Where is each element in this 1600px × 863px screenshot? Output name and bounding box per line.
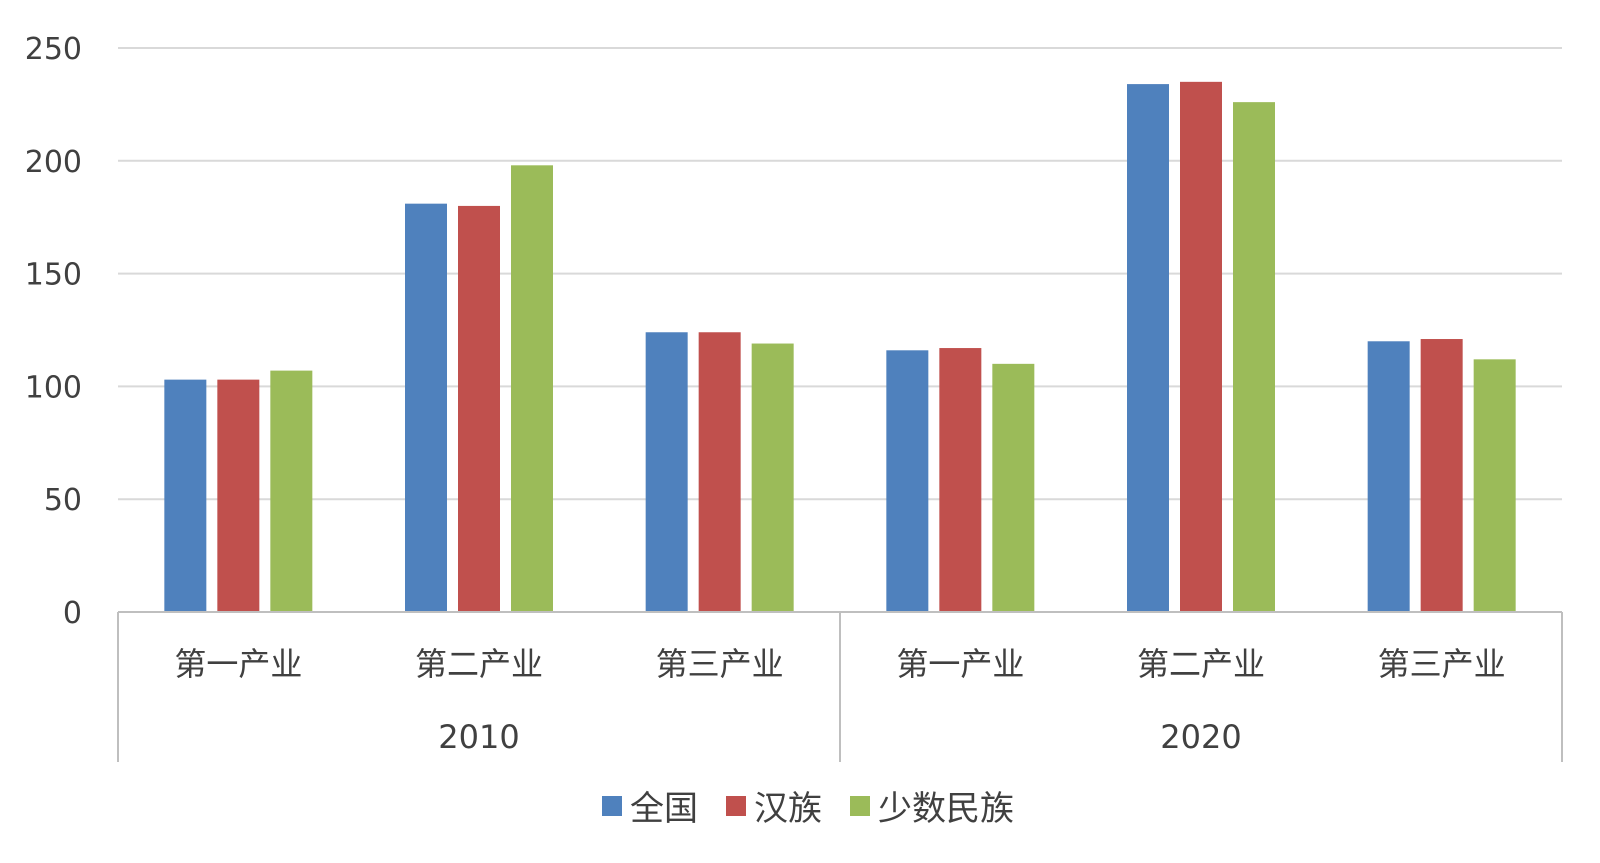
x-category-label: 第一产业 bbox=[896, 645, 1024, 683]
bar bbox=[992, 363, 1035, 612]
legend-label: 全国 bbox=[630, 789, 698, 829]
y-tick-label: 100 bbox=[25, 370, 82, 405]
x-category-labels: 第一产业 第二产业 第三产业 第一产业 第二产业 第三产业 bbox=[174, 645, 1505, 683]
bar bbox=[458, 205, 500, 613]
bar bbox=[939, 348, 982, 612]
legend-label: 少数民族 bbox=[878, 789, 1014, 829]
y-tick-labels: 0 50 100 150 200 250 bbox=[25, 32, 82, 631]
bar bbox=[270, 370, 313, 612]
bar bbox=[1180, 81, 1222, 613]
legend-swatch bbox=[602, 796, 622, 816]
x-group-label: 2010 bbox=[438, 718, 519, 756]
bar bbox=[405, 203, 447, 612]
y-tick-label: 150 bbox=[25, 258, 82, 293]
bar bbox=[1473, 359, 1516, 612]
bar bbox=[1233, 102, 1275, 613]
x-category-label: 第二产业 bbox=[415, 645, 543, 683]
bar bbox=[1367, 341, 1410, 612]
x-category-label: 第三产业 bbox=[1378, 645, 1506, 683]
legend: 全国 汉族 少数民族 bbox=[602, 789, 1014, 829]
y-tick-label: 200 bbox=[25, 145, 82, 180]
x-group-label: 2020 bbox=[1160, 718, 1241, 756]
legend-swatch bbox=[726, 796, 746, 816]
x-axis bbox=[117, 611, 1563, 762]
bars bbox=[164, 81, 1516, 613]
y-tick-label: 250 bbox=[25, 32, 82, 67]
bar bbox=[511, 165, 553, 612]
x-group-labels: 2010 2020 bbox=[438, 718, 1241, 756]
x-category-label: 第三产业 bbox=[656, 645, 784, 683]
x-category-label: 第一产业 bbox=[174, 645, 302, 683]
bar bbox=[217, 379, 260, 612]
bar bbox=[886, 350, 929, 612]
legend-label: 汉族 bbox=[754, 789, 822, 829]
legend-swatch bbox=[850, 796, 870, 816]
bar bbox=[1420, 339, 1463, 612]
bar bbox=[1127, 84, 1169, 612]
bar bbox=[645, 332, 688, 612]
y-tick-label: 0 bbox=[63, 596, 82, 631]
x-category-label: 第二产业 bbox=[1137, 645, 1265, 683]
bar bbox=[698, 332, 741, 612]
bar bbox=[164, 379, 207, 612]
gridlines bbox=[118, 47, 1562, 501]
bar bbox=[751, 343, 794, 612]
y-tick-label: 50 bbox=[44, 483, 82, 518]
